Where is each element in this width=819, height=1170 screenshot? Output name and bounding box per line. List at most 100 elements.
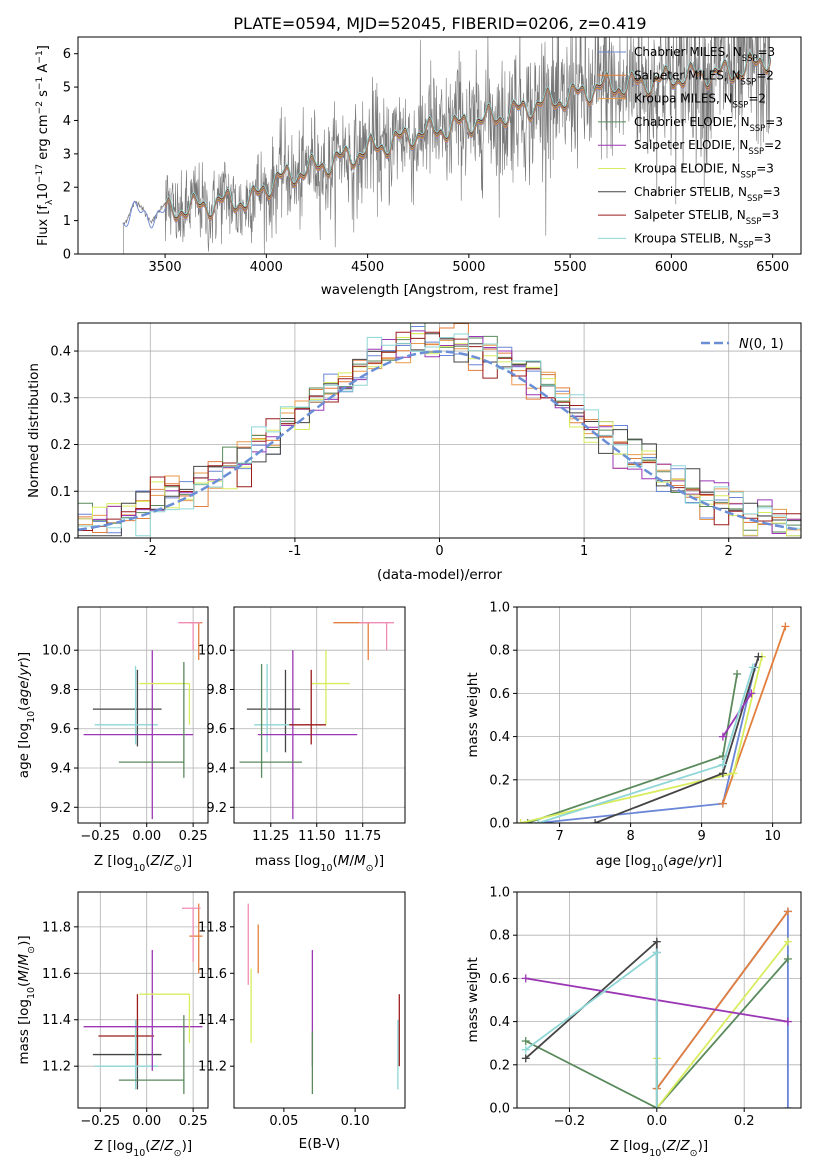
mass-weight-point bbox=[521, 1045, 530, 1054]
errorbar-marker bbox=[182, 907, 201, 962]
legend-label: Chabrier ELODIE, NSSP=3 bbox=[634, 115, 783, 133]
age-vs-Z-frame bbox=[77, 606, 209, 824]
y-tick-label: 9.2 bbox=[206, 801, 227, 816]
y-tick-label: 0.0 bbox=[50, 532, 71, 547]
mass-weight-point bbox=[781, 622, 790, 631]
x-tick-label: 4500 bbox=[351, 260, 384, 275]
legend-label: Salpeter ELODIE, NSSP=2 bbox=[634, 138, 782, 156]
mass-vs-Z-plot-area bbox=[83, 903, 203, 1095]
y-tick-label: 9.6 bbox=[50, 722, 71, 737]
x-axis-label: mass [log10(M/M⊙)] bbox=[255, 853, 384, 874]
x-tick-label: 3500 bbox=[149, 260, 182, 275]
mass-vs-EBV-frame bbox=[233, 891, 406, 1109]
x-axis-label: Z [log10(Z/Z⊙)] bbox=[610, 1138, 708, 1159]
y-tick-label: 0.2 bbox=[50, 438, 71, 453]
mass-weight-point bbox=[783, 937, 792, 946]
errorbar-marker bbox=[83, 950, 203, 1071]
y-tick-label: 0.4 bbox=[489, 1015, 510, 1030]
mass-weight-point bbox=[718, 732, 727, 741]
legend-label: Chabrier MILES, NSSP=3 bbox=[634, 45, 775, 63]
mass-weight-point bbox=[783, 1104, 792, 1108]
x-axis-label: wavelength [Angstrom, rest frame] bbox=[321, 282, 559, 298]
y-tick-label: 4 bbox=[63, 114, 71, 129]
y-tick-label: 0.2 bbox=[489, 773, 510, 788]
x-axis-label: age [log10(age/yr)] bbox=[596, 853, 722, 874]
y-tick-label: 11.4 bbox=[42, 1013, 71, 1028]
errorbar-marker bbox=[139, 682, 191, 725]
y-tick-label: 0.6 bbox=[489, 972, 510, 987]
y-tick-label: 0 bbox=[63, 248, 71, 263]
residuals-legend: N(0, 1) bbox=[701, 337, 784, 352]
residual-histogram-step bbox=[78, 333, 801, 538]
spectrum-frame bbox=[77, 36, 802, 255]
cumulative-weight-vs-age-frame bbox=[516, 606, 802, 824]
mass-weight-point bbox=[718, 760, 727, 769]
residuals-plot-area bbox=[78, 323, 801, 538]
y-axis-label: Flux [fλ10−17 erg cm−2 s−1 A−1] bbox=[35, 45, 55, 246]
x-tick-label: -2 bbox=[144, 544, 157, 559]
age-vs-Z-plot-area bbox=[83, 622, 203, 820]
y-tick-label: 9.8 bbox=[206, 683, 227, 698]
y-tick-label: 5 bbox=[63, 81, 71, 96]
age-vs-mass-panel: 11.25 11.50 11.75 9.2 9.4 9.6 9.8 10.0 mass [log… bbox=[198, 606, 406, 874]
y-axis-label: Normed distribution bbox=[26, 363, 42, 498]
y-tick-label: 10.0 bbox=[198, 644, 227, 659]
errorbar-marker bbox=[178, 622, 201, 651]
errorbar-marker bbox=[139, 993, 191, 1043]
x-tick-label: 11.50 bbox=[298, 829, 335, 844]
y-tick-label: 11.6 bbox=[42, 967, 71, 982]
mass-vs-EBV-plot-area bbox=[247, 903, 400, 1095]
errorbar-marker bbox=[246, 669, 301, 753]
y-tick-label: 11.2 bbox=[198, 1060, 227, 1075]
y-tick-label: 0.1 bbox=[50, 485, 71, 500]
y-axis-label: mass [log10(M/M⊙)] bbox=[16, 935, 37, 1064]
y-tick-label: 3 bbox=[63, 147, 71, 162]
x-tick-label: 0.05 bbox=[269, 1114, 298, 1129]
y-tick-label: 0.6 bbox=[489, 687, 510, 702]
x-tick-label: 5500 bbox=[554, 260, 587, 275]
mass-weight-point bbox=[534, 819, 543, 823]
y-tick-label: 9.6 bbox=[206, 722, 227, 737]
legend-label: Chabrier STELIB, NSSP=3 bbox=[634, 185, 780, 203]
y-tick-label: 1 bbox=[63, 214, 71, 229]
y-tick-label: 0.2 bbox=[489, 1058, 510, 1073]
age-vs-Z-panel: −0.25 0.00 0.25 9.2 9.4 9.6 9.8 10.0 Z [log10(Z/… bbox=[16, 606, 209, 874]
mass-weight-point bbox=[591, 819, 600, 823]
spectrum-panel: 3500 4000 4500 5000 5500 6000 6500 0 1 2 3 4 5 6 Chabr… bbox=[35, 36, 802, 298]
x-tick-label: −0.25 bbox=[80, 1114, 120, 1129]
x-tick-label: 0.2 bbox=[734, 1114, 755, 1129]
errorbar-marker bbox=[94, 1019, 158, 1090]
mass-weight-point bbox=[521, 1037, 530, 1046]
errorbar-marker bbox=[239, 663, 303, 778]
x-axis-label: E(B-V) bbox=[299, 1136, 341, 1152]
y-tick-label: 10.0 bbox=[42, 644, 71, 659]
y-tick-label: 9.8 bbox=[50, 683, 71, 698]
y-tick-label: 11.2 bbox=[42, 1060, 71, 1075]
errorbar-marker bbox=[257, 650, 358, 820]
mass-weight-point bbox=[652, 937, 661, 946]
y-tick-label: 11.8 bbox=[198, 920, 227, 935]
legend-label: Kroupa MILES, NSSP=2 bbox=[634, 92, 766, 110]
mass-weight-point bbox=[729, 769, 738, 778]
errorbar-marker bbox=[311, 650, 350, 725]
mass-weight-line bbox=[527, 673, 738, 823]
mass-weight-point bbox=[652, 948, 661, 957]
mass-weight-line bbox=[722, 692, 753, 738]
x-tick-label: 0.25 bbox=[179, 829, 208, 844]
y-tick-label: 9.4 bbox=[50, 762, 71, 777]
mass-weight-line bbox=[655, 908, 789, 1108]
x-tick-label: 0.10 bbox=[341, 1114, 370, 1129]
x-tick-label: 8 bbox=[626, 829, 634, 844]
x-tick-label: 5000 bbox=[452, 260, 485, 275]
errorbar-marker bbox=[118, 1015, 185, 1095]
x-tick-label: 4000 bbox=[250, 260, 283, 275]
model-spectrum-line bbox=[165, 51, 772, 218]
normal-reference-curve bbox=[78, 350, 801, 532]
x-tick-label: −0.25 bbox=[80, 829, 120, 844]
y-tick-label: 2 bbox=[63, 181, 71, 196]
cumulative-weight-vs-Z-frame bbox=[516, 891, 802, 1109]
x-tick-label: 1 bbox=[580, 544, 588, 559]
cumulative-weight-vs-age-plot-area bbox=[517, 622, 790, 823]
cumulative-weight-vs-age-panel: 7 8 9 10 0.0 0.2 0.4 0.6 0.8 1.0 age [log10(age/yr… bbox=[465, 601, 802, 874]
x-axis-label: Z [log10(Z/Z⊙)] bbox=[94, 1138, 192, 1159]
